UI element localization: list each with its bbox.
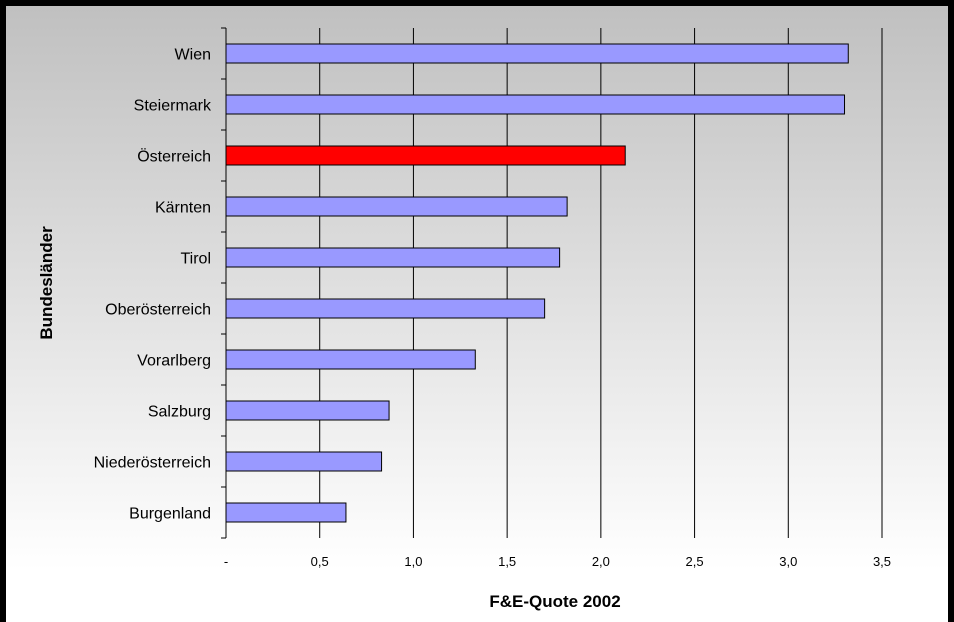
bar bbox=[225, 145, 626, 166]
x-axis-title: F&E-Quote 2002 bbox=[489, 592, 620, 611]
category-label: Tirol bbox=[180, 251, 211, 268]
x-tick-label: 3,0 bbox=[779, 554, 797, 569]
category-label: Wien bbox=[175, 47, 211, 64]
bars bbox=[225, 43, 849, 523]
y-axis-title: Bundesländer bbox=[37, 226, 56, 340]
bar bbox=[225, 451, 383, 472]
category-label: Österreich bbox=[137, 148, 211, 166]
plot-background bbox=[6, 6, 948, 570]
x-tick-label: 1,5 bbox=[498, 554, 516, 569]
category-label: Salzburg bbox=[148, 404, 211, 421]
bar bbox=[225, 400, 390, 421]
x-tick-label: 1,0 bbox=[404, 554, 422, 569]
y-axis bbox=[221, 27, 227, 539]
x-tick-label: 2,5 bbox=[686, 554, 704, 569]
bar bbox=[225, 94, 846, 115]
category-label: Oberösterreich bbox=[105, 302, 211, 319]
bar bbox=[225, 43, 849, 64]
category-label: Kärnten bbox=[155, 200, 211, 217]
category-label: Steiermark bbox=[134, 98, 212, 115]
x-tick-labels: - 0,5 1,0 1,5 2,0 2,5 3,0 3,5 bbox=[224, 554, 891, 569]
bar bbox=[225, 298, 546, 319]
x-tick-label: 3,5 bbox=[873, 554, 891, 569]
x-tick-label: 0,5 bbox=[311, 554, 329, 569]
bar bbox=[225, 502, 347, 523]
bar bbox=[225, 247, 561, 268]
category-label: Vorarlberg bbox=[137, 353, 211, 370]
x-tick-label: - bbox=[224, 554, 228, 569]
category-label: Burgenland bbox=[129, 506, 211, 523]
bar bbox=[225, 349, 476, 370]
category-label: Niederösterreich bbox=[94, 455, 211, 472]
category-labels: Wien Steiermark Österreich Kärnten Tirol Ober… bbox=[94, 47, 212, 523]
bar bbox=[225, 196, 568, 217]
x-tick-label: 2,0 bbox=[592, 554, 610, 569]
